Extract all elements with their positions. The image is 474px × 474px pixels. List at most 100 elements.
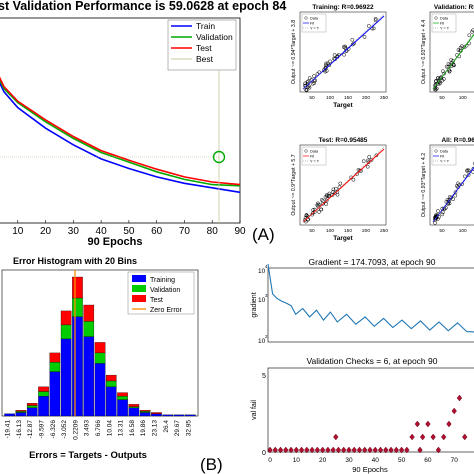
histogram-bar-test (128, 404, 140, 407)
regression-point (465, 168, 470, 173)
performance-title: st Validation Performance is 59.0628 at … (0, 0, 286, 13)
regression-legend-data-marker (434, 149, 438, 153)
regression-point (365, 164, 370, 169)
valchecks-xtick-label: 70 (451, 457, 459, 464)
valchecks-xtick-label: 0 (268, 457, 272, 464)
regression-point (441, 69, 445, 74)
regression-point (453, 190, 458, 195)
histogram-bar-test (72, 276, 83, 299)
valchecks-point (346, 446, 352, 454)
histogram-xtick-label: -6.326 (50, 420, 57, 439)
regression-point (436, 209, 440, 213)
legend-best: Best (196, 54, 214, 64)
regression-point (325, 61, 330, 66)
svg-text:10: 10 (258, 338, 266, 345)
histogram-xtick-label: 32.95 (185, 420, 192, 437)
legend-zero-error: Zero Error (150, 307, 183, 314)
regression-point (319, 197, 324, 202)
regression-ylabel: Output ~= 0.94*Target + 3.8 (291, 20, 297, 84)
valchecks-xtick-label: 60 (424, 457, 432, 464)
valchecks-xtick-label: 30 (345, 457, 353, 464)
performance-lines (0, 76, 241, 194)
gradient-ylabel: gradient (251, 292, 258, 317)
regression-legend-data: Data (310, 150, 319, 154)
legend-training: Training (150, 277, 175, 284)
valchecks-point (333, 433, 339, 441)
performance-xticks: 0102030405060708090 (12, 220, 246, 237)
regression-point (321, 198, 325, 203)
valchecks-point (309, 446, 315, 454)
regression-legend-data: Data (440, 17, 449, 21)
regression-point (312, 74, 316, 78)
histogram-bar-training (49, 371, 61, 417)
regression-point (316, 201, 320, 206)
histogram-xticks: -19.41 -16.13 -12.87 -9.597 -6.326 -3.052 0.22… (5, 420, 193, 440)
histogram-bar-training (83, 336, 95, 417)
regression-point (330, 193, 335, 197)
regression-point (447, 69, 452, 74)
histogram-bar-test (38, 386, 49, 392)
valchecks-ytick-5: 5 (262, 373, 266, 380)
regression-point (324, 193, 329, 197)
regression-point (373, 18, 378, 23)
histogram-bar-training (128, 407, 140, 417)
valchecks-point (277, 446, 284, 454)
histogram-bar-validation (94, 352, 106, 364)
regression-point (444, 64, 449, 69)
regression-legend-identity: Y = T (440, 27, 450, 31)
performance-xtick-label: 80 (207, 226, 219, 237)
valchecks-point (456, 394, 463, 402)
valchecks-point (356, 446, 363, 454)
histogram-bar-validation (38, 391, 49, 397)
performance-xtick-label: 50 (123, 226, 135, 237)
regression-xtick-label: 250 (380, 95, 388, 101)
regression-legend-box (431, 13, 457, 33)
regression-point (459, 44, 464, 49)
regression-ylabel: Output ~= 0.93*Target + 4.2 (421, 153, 427, 217)
performance-xtick-label: 40 (96, 226, 108, 237)
histogram-xtick-label: -16.13 (16, 420, 23, 439)
histogram-xtick-label: 0.2209 (72, 420, 79, 440)
histogram-bar-test (49, 352, 61, 363)
histogram-bar-test (151, 412, 162, 414)
performance-xtick-label: 70 (179, 226, 191, 237)
regression-point (319, 207, 323, 212)
regression-xtick-label: 50 (309, 228, 315, 234)
regression-point (440, 210, 445, 215)
histogram-bar-validation (105, 380, 117, 387)
valchecks-point (367, 446, 373, 454)
valchecks-point (293, 446, 299, 454)
regression-legend-box (301, 13, 327, 33)
regression-point (433, 87, 438, 92)
regression-point (331, 187, 336, 192)
histogram-xtick-label: 16.58 (129, 420, 136, 437)
regression-xtick-label: 250 (380, 228, 388, 234)
regression-ylabel: Output ~= 0.9*Target + 5.7 (291, 154, 297, 215)
regression-point (332, 53, 337, 57)
valchecks-point (430, 433, 436, 441)
valchecks-point (417, 446, 423, 454)
valchecks-point (362, 446, 368, 454)
valchecks-xlabel: 90 Epochs (352, 465, 388, 474)
regression-point (351, 177, 356, 182)
svg-text:10: 10 (258, 297, 266, 304)
performance-xtick-label: 60 (151, 226, 163, 237)
legend-validation: Validation (196, 32, 233, 42)
validation-checks-chart: Validation Checks = 6, at epoch 90 val f… (251, 356, 474, 474)
performance-series-1 (0, 78, 241, 187)
performance-xtick-label: 20 (40, 226, 52, 237)
valchecks-point (377, 446, 384, 454)
valchecks-point (446, 420, 452, 428)
regression-legend-identity: Y = T (310, 160, 320, 164)
histogram-bar-training (185, 414, 196, 417)
valchecks-point (383, 446, 389, 454)
gradient-chart: Gradient = 174.7093, at epoch 90 gradien… (251, 257, 474, 345)
regression-point (463, 174, 467, 179)
valchecks-point (462, 433, 468, 441)
histogram-bar-training (60, 338, 72, 417)
regression-point (312, 81, 317, 85)
histogram-bar-validation (60, 324, 72, 340)
panel-a-label: (A) (252, 225, 275, 244)
